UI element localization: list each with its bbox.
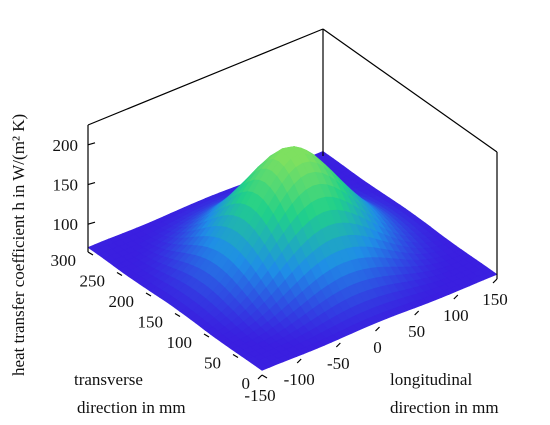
z-tick-label: 150 (53, 176, 79, 195)
y-tick-mark (375, 326, 380, 332)
z-tick-mark (87, 181, 96, 186)
y-tick-mark (414, 310, 420, 316)
y-axis-label-line2: direction in mm (390, 398, 499, 417)
z-tick-label: 100 (53, 215, 79, 234)
surface-cell (256, 363, 270, 371)
x-tick-mark (87, 251, 94, 256)
z-tick-mark (87, 142, 96, 146)
y-tick-label: 150 (482, 290, 508, 309)
x-tick-mark (261, 374, 268, 379)
x-tick-mark (145, 292, 152, 297)
x-tick-mark (116, 271, 123, 277)
box-edge-top-back (87, 28, 324, 126)
y-tick-mark (296, 358, 302, 364)
x-tick-label: 200 (109, 292, 135, 311)
surface-mesh (87, 146, 498, 371)
y-tick-label: 100 (443, 306, 469, 325)
x-tick-label: 100 (167, 333, 193, 352)
x-axis-label-line1: transverse (74, 370, 143, 389)
y-tick-label: -150 (244, 386, 275, 405)
z-tick-label: 200 (53, 136, 79, 155)
y-tick-mark (492, 278, 498, 284)
box-edge-top-right (322, 28, 498, 153)
y-tick-mark (453, 294, 459, 300)
x-tick-mark (232, 353, 239, 359)
axis-ticks: 050100150200250300-150-100-5005010015010… (51, 136, 508, 405)
y-tick-label: -100 (284, 370, 315, 389)
y-tick-label: 0 (373, 338, 382, 357)
x-tick-label: 250 (80, 272, 106, 291)
x-tick-mark (174, 312, 181, 318)
axes-box (87, 28, 498, 279)
y-tick-label: 50 (408, 322, 425, 341)
z-axis-label: heat transfer coefficient h in W/(m² K) (9, 114, 28, 376)
y-tick-mark (257, 374, 263, 380)
x-tick-label: 150 (138, 313, 164, 332)
x-axis-label-line2: direction in mm (77, 398, 186, 417)
x-tick-label: 300 (51, 251, 77, 270)
y-tick-mark (335, 342, 341, 348)
y-axis-label-line1: longitudinal (390, 370, 472, 389)
x-tick-mark (203, 333, 210, 338)
x-tick-label: 50 (204, 354, 221, 373)
x-tick-label: 0 (242, 374, 251, 393)
z-tick-mark (87, 221, 96, 225)
y-tick-label: -50 (327, 354, 350, 373)
